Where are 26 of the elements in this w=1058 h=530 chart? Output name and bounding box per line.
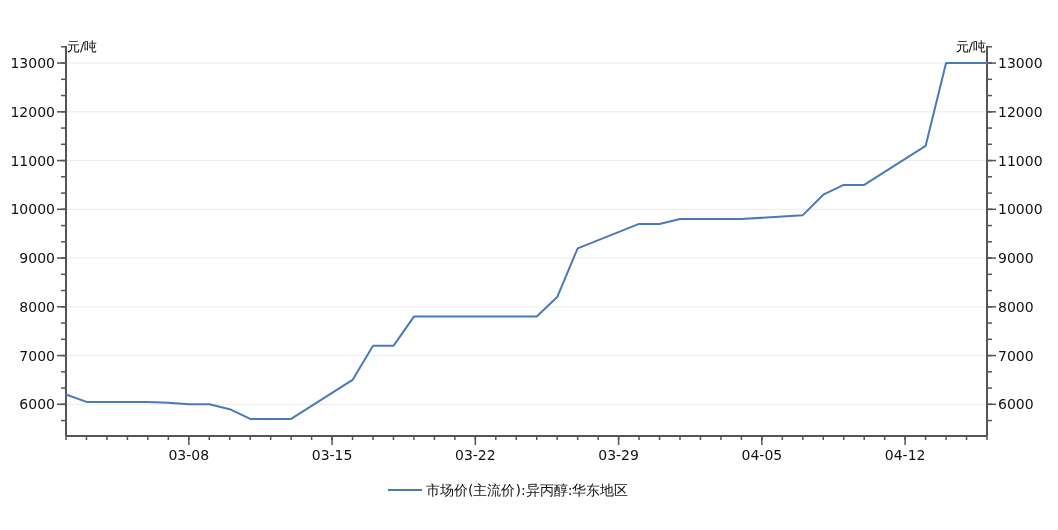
y2-axis-title: 元/吨 — [955, 39, 986, 54]
y-tick-label: 6000 — [19, 396, 55, 413]
x-tick-label: 03-08 — [168, 447, 210, 463]
y2-tick-label: 9000 — [998, 250, 1034, 267]
legend-label: 市场价(主流价):异丙醇:华东地区 — [426, 482, 629, 498]
y-tick-label: 9000 — [19, 250, 55, 267]
y-tick-label: 11000 — [10, 152, 55, 169]
y-tick-label: 8000 — [19, 298, 55, 315]
y2-tick-label: 12000 — [998, 103, 1043, 120]
y2-tick-label: 6000 — [998, 396, 1034, 413]
y2-tick-label: 8000 — [998, 298, 1034, 315]
y-axis-title: 元/吨 — [67, 39, 98, 54]
x-tick-label: 03-22 — [454, 447, 496, 463]
legend: 市场价(主流价):异丙醇:华东地区 — [387, 482, 629, 498]
y2-tick-label: 7000 — [998, 347, 1034, 364]
y2-tick-label: 10000 — [998, 201, 1043, 218]
y2-tick-label: 13000 — [998, 55, 1043, 72]
y-tick-label: 13000 — [10, 55, 55, 72]
x-tick-label: 03-29 — [598, 447, 639, 463]
y2-tick-label: 11000 — [998, 152, 1043, 169]
y-tick-label: 7000 — [19, 347, 55, 364]
y-tick-label: 10000 — [10, 201, 55, 218]
x-tick-label: 03-15 — [311, 447, 353, 463]
x-tick-label: 04-12 — [884, 447, 926, 463]
x-tick-label: 04-05 — [741, 447, 783, 463]
y-tick-label: 12000 — [10, 103, 55, 120]
